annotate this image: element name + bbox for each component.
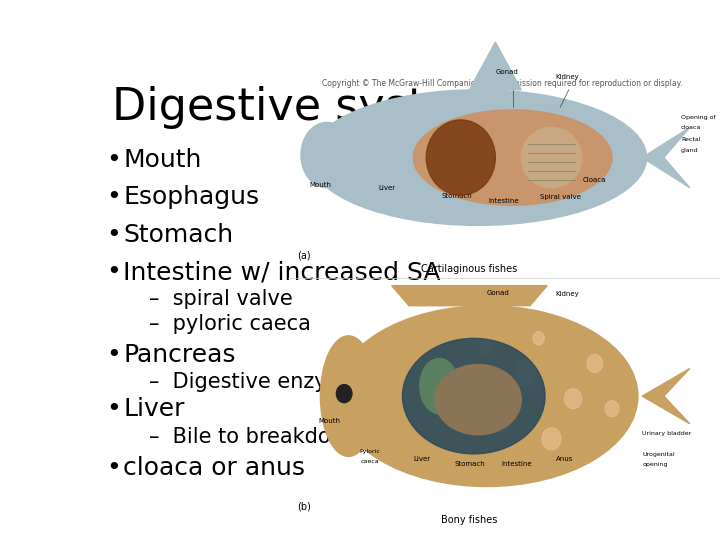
Text: Urogenital: Urogenital xyxy=(642,453,675,457)
Text: caeca: caeca xyxy=(361,459,379,464)
Text: (a): (a) xyxy=(297,251,310,260)
Text: Mouth: Mouth xyxy=(310,182,332,188)
Text: Opening of: Opening of xyxy=(681,115,716,120)
Polygon shape xyxy=(392,286,547,306)
Text: Stomach: Stomach xyxy=(441,193,472,199)
Circle shape xyxy=(542,428,561,450)
Text: cloaca or anus: cloaca or anus xyxy=(124,456,305,480)
Text: Liver: Liver xyxy=(413,456,431,462)
Text: cloaca: cloaca xyxy=(681,125,701,130)
Text: Urinary bladder: Urinary bladder xyxy=(642,431,691,436)
Text: •: • xyxy=(107,456,122,480)
Circle shape xyxy=(497,415,511,433)
Text: •: • xyxy=(107,397,122,421)
Text: Mouth: Mouth xyxy=(124,148,202,172)
Text: Intestine w/ increased SA: Intestine w/ increased SA xyxy=(124,260,441,284)
Ellipse shape xyxy=(521,127,582,188)
Ellipse shape xyxy=(301,123,353,188)
Text: Liver: Liver xyxy=(124,397,185,421)
Text: Pyloric: Pyloric xyxy=(360,449,380,454)
Ellipse shape xyxy=(413,110,612,205)
Polygon shape xyxy=(642,396,690,424)
Text: Intestine: Intestine xyxy=(489,198,519,204)
Circle shape xyxy=(587,354,603,373)
Text: Copyright © The McGraw-Hill Companies, Inc. Permission required for reproduction: Copyright © The McGraw-Hill Companies, I… xyxy=(322,79,682,89)
Text: –  Digestive enzymes: – Digestive enzymes xyxy=(148,373,370,393)
Text: •: • xyxy=(107,343,122,367)
Ellipse shape xyxy=(420,359,459,414)
Polygon shape xyxy=(642,368,690,396)
Text: Liver: Liver xyxy=(379,185,396,191)
Text: Kidney: Kidney xyxy=(556,74,580,80)
Text: •: • xyxy=(107,148,122,172)
Text: Pancreas: Pancreas xyxy=(124,343,236,367)
Ellipse shape xyxy=(336,306,638,487)
Text: Gonad: Gonad xyxy=(487,290,510,296)
Text: Digestive systems: Digestive systems xyxy=(112,85,520,129)
Circle shape xyxy=(533,332,544,345)
Ellipse shape xyxy=(435,364,521,435)
Text: Intestine: Intestine xyxy=(502,461,532,467)
Text: –  pyloric caeca: – pyloric caeca xyxy=(148,314,310,334)
Polygon shape xyxy=(642,158,690,188)
Text: opening: opening xyxy=(642,462,667,468)
Text: (b): (b) xyxy=(297,502,310,511)
Text: gland: gland xyxy=(681,147,698,152)
Ellipse shape xyxy=(402,339,545,454)
Polygon shape xyxy=(642,127,690,158)
Circle shape xyxy=(516,361,536,386)
Text: –  spiral valve: – spiral valve xyxy=(148,289,292,309)
Ellipse shape xyxy=(320,336,377,456)
Circle shape xyxy=(605,401,619,417)
Circle shape xyxy=(481,341,492,355)
Text: Mouth: Mouth xyxy=(318,418,341,424)
Text: Gonad: Gonad xyxy=(495,69,518,75)
Text: Spiral valve: Spiral valve xyxy=(540,194,580,200)
Polygon shape xyxy=(469,42,521,90)
Text: •: • xyxy=(107,223,122,247)
Text: –  Bile to breakdown fats: – Bile to breakdown fats xyxy=(148,427,406,447)
Text: Bony fishes: Bony fishes xyxy=(441,515,498,525)
Ellipse shape xyxy=(426,120,495,195)
Text: •: • xyxy=(107,260,122,284)
Text: Kidney: Kidney xyxy=(556,291,580,297)
Polygon shape xyxy=(396,163,452,213)
Circle shape xyxy=(336,384,352,403)
Text: Cartilaginous fishes: Cartilaginous fishes xyxy=(421,264,518,274)
Circle shape xyxy=(564,389,582,409)
Text: •: • xyxy=(107,185,122,210)
Ellipse shape xyxy=(310,90,647,225)
Text: Esophagus: Esophagus xyxy=(124,185,260,210)
Text: Stomach: Stomach xyxy=(124,223,233,247)
Text: Rectal: Rectal xyxy=(681,138,701,143)
Text: Cloaca: Cloaca xyxy=(583,177,606,183)
Text: Anus: Anus xyxy=(556,456,573,462)
Text: Stomach: Stomach xyxy=(454,461,485,467)
